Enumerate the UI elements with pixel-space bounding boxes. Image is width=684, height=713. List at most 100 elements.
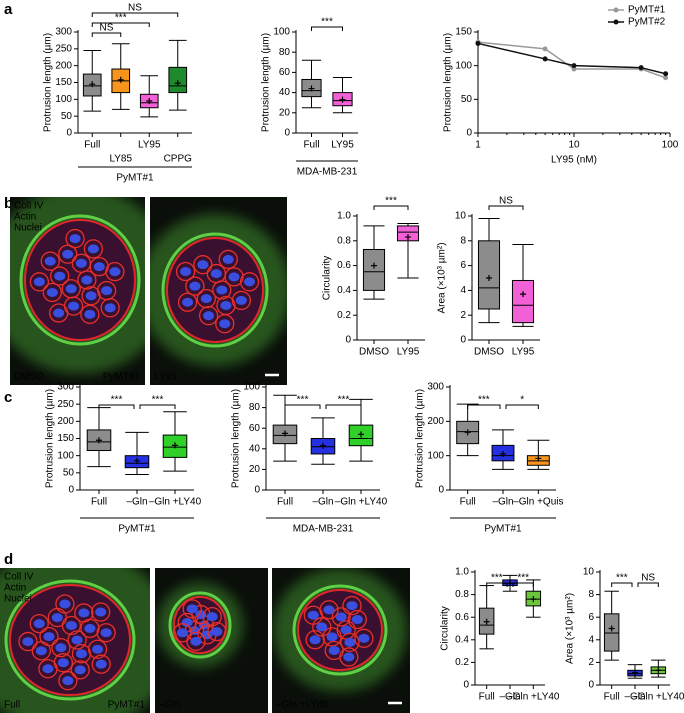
image-sublabel: PyMT#1 xyxy=(108,700,146,711)
mean-marker xyxy=(174,80,181,87)
y-tick-label: 6 xyxy=(460,260,466,271)
x-tick-label: 1 xyxy=(475,140,481,151)
nucleus xyxy=(176,628,188,638)
group-label: MDA-MB-231 xyxy=(297,167,358,178)
x-tick-label: Full xyxy=(479,692,495,703)
x-tick-label: LY95 xyxy=(397,347,420,358)
significance-bracket xyxy=(467,404,501,409)
y-tick-label: 0 xyxy=(463,680,469,691)
nucleus xyxy=(346,601,358,611)
significance-bracket xyxy=(325,404,362,409)
channel-label: Nuclei xyxy=(14,223,42,234)
nucleus xyxy=(222,254,234,264)
significance-bracket xyxy=(373,205,409,210)
cell-membrane xyxy=(42,282,62,303)
box xyxy=(168,66,188,94)
x-tick-label: –Gln xyxy=(499,692,520,703)
cell-membrane xyxy=(239,272,260,292)
y-tick-label: 0.4 xyxy=(337,285,351,296)
significance-bracket xyxy=(284,404,321,409)
mean-marker xyxy=(358,431,364,438)
cell-membrane xyxy=(177,292,198,312)
nucleus xyxy=(182,297,194,307)
image-content xyxy=(157,582,243,668)
y-tick-label: 100 xyxy=(57,450,74,461)
cell-membrane xyxy=(303,605,323,625)
cell-membrane xyxy=(50,266,70,286)
cell-membrane xyxy=(29,272,50,292)
y-tick-label: 60 xyxy=(279,67,291,78)
y-axis-label: Protrusion length (µm) xyxy=(415,389,426,488)
mean-marker xyxy=(308,85,315,92)
nucleus xyxy=(190,636,202,646)
y-tick-label: 10 xyxy=(455,211,467,222)
mean-marker xyxy=(486,275,492,281)
significance-bracket xyxy=(98,404,135,409)
y-tick-label: 200 xyxy=(57,416,74,427)
nucleus xyxy=(316,622,328,632)
channel-label: Nuclei xyxy=(4,594,32,605)
significance-label: *** xyxy=(321,17,333,28)
mean-marker xyxy=(134,457,140,464)
significance-label: *** xyxy=(152,395,164,406)
cell-membrane xyxy=(193,255,213,275)
series-line xyxy=(477,41,666,79)
nucleus xyxy=(43,632,55,642)
mean-marker xyxy=(320,442,326,449)
nucleus xyxy=(78,608,90,618)
significance-label: NS xyxy=(641,573,655,584)
x-tick-label: LY95 xyxy=(331,140,354,151)
cell-membrane xyxy=(55,594,75,614)
x-tick-label: –Gln +LY40 xyxy=(149,497,202,508)
y-tick-label: 150 xyxy=(57,433,74,444)
cell-membrane xyxy=(215,314,235,334)
nucleus xyxy=(244,277,256,287)
channel-label: Actin xyxy=(14,212,36,223)
point xyxy=(638,65,644,71)
legend-label: PyMT#2 xyxy=(628,17,666,28)
mean-marker xyxy=(655,667,662,674)
y-tick-label: 4 xyxy=(588,634,594,645)
nucleus xyxy=(340,625,352,635)
y-tick-label: 0 xyxy=(254,485,260,496)
significance-label: *** xyxy=(517,573,529,584)
panel-letter: a xyxy=(4,1,13,18)
mean-marker xyxy=(96,437,102,444)
y-tick-label: 100 xyxy=(427,450,444,461)
nucleus xyxy=(109,267,121,277)
y-tick-label: 20 xyxy=(279,107,291,118)
significance-bracket xyxy=(311,26,343,31)
significance-bracket xyxy=(91,12,179,17)
y-axis-label: Protrusion length (µm) xyxy=(43,33,54,132)
cell-membrane xyxy=(31,641,51,661)
x-tick-label: –Gln +LY40 xyxy=(507,692,560,703)
nucleus xyxy=(54,271,66,281)
point xyxy=(542,56,548,62)
cell-membrane xyxy=(80,304,100,324)
nucleus xyxy=(46,287,58,297)
x-tick-label: 10 xyxy=(568,140,580,151)
nucleus xyxy=(180,267,192,277)
y-tick-label: 0.4 xyxy=(455,634,469,645)
cell-membrane xyxy=(172,623,193,643)
y-tick-label: 0 xyxy=(460,335,466,346)
significance-bracket xyxy=(91,32,122,37)
nucleus xyxy=(81,275,93,285)
nucleus xyxy=(33,619,45,629)
y-tick-label: 150 xyxy=(55,77,72,88)
nucleus xyxy=(101,286,113,296)
box xyxy=(603,613,620,652)
nucleus xyxy=(326,632,338,642)
panel-letter: b xyxy=(4,195,13,212)
significance-bracket xyxy=(611,582,633,587)
cell-membrane xyxy=(339,647,359,667)
y-tick-label: 0.6 xyxy=(455,612,469,623)
significance-bracket xyxy=(512,582,534,587)
legend-label: PyMT#1 xyxy=(628,5,666,16)
cell-membrane xyxy=(354,628,374,648)
nucleus xyxy=(228,272,240,282)
panel-letter: d xyxy=(4,551,13,568)
y-tick-label: 300 xyxy=(55,27,72,38)
group-label: MDA-MB-231 xyxy=(293,524,354,535)
y-tick-label: 150 xyxy=(455,27,472,38)
